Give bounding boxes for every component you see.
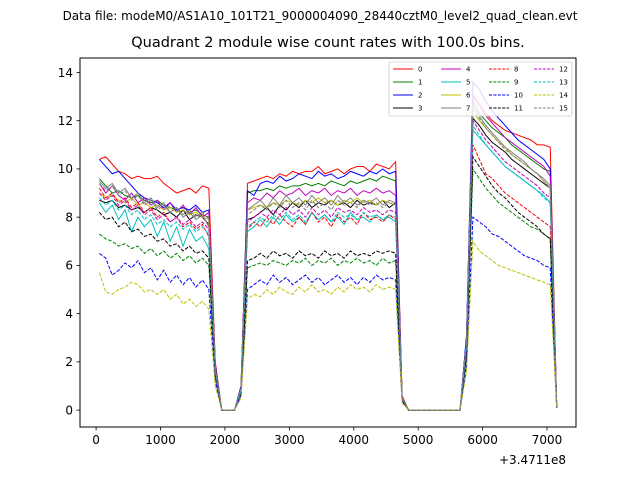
series-line-2 xyxy=(98,80,558,411)
y-tick-label: 6 xyxy=(65,259,73,273)
series-line-11 xyxy=(98,155,558,411)
legend-label-7: 7 xyxy=(466,105,470,113)
series-line-9 xyxy=(99,167,558,411)
series-line-0 xyxy=(99,92,558,411)
legend-label-3: 3 xyxy=(418,105,422,113)
legend-label-15: 15 xyxy=(559,105,568,113)
series-line-3 xyxy=(99,117,558,411)
legend-label-8: 8 xyxy=(514,66,518,74)
legend-label-9: 9 xyxy=(514,79,518,87)
y-tick-label: 8 xyxy=(65,210,73,224)
series-lines xyxy=(98,80,558,411)
x-tick-label: 5000 xyxy=(403,433,434,447)
legend-box xyxy=(388,61,573,117)
legend-label-0: 0 xyxy=(418,66,422,74)
series-line-15 xyxy=(98,107,558,411)
series-line-7 xyxy=(98,104,558,411)
x-tick-label: 4000 xyxy=(338,433,369,447)
y-tick-label: 4 xyxy=(65,307,73,321)
x-tick-label: 2000 xyxy=(210,433,241,447)
x-tick-label: 7000 xyxy=(532,433,563,447)
y-tick-label: 10 xyxy=(58,162,73,176)
series-line-14 xyxy=(98,239,558,411)
legend-label-2: 2 xyxy=(418,92,422,100)
y-tick-label: 12 xyxy=(58,114,73,128)
x-tick-label: 1000 xyxy=(145,433,176,447)
legend-label-6: 6 xyxy=(466,92,471,100)
legend-label-11: 11 xyxy=(514,105,523,113)
legend-label-10: 10 xyxy=(514,92,523,100)
series-line-10 xyxy=(99,216,558,411)
x-offset-label: +3.4711e8 xyxy=(499,453,567,467)
x-tick-label: 0 xyxy=(92,433,100,447)
x-tick-label: 6000 xyxy=(467,433,498,447)
legend-label-1: 1 xyxy=(418,79,422,87)
series-line-6 xyxy=(99,109,558,411)
y-tick-label: 2 xyxy=(65,355,73,369)
y-tick-label: 14 xyxy=(58,66,73,80)
legend-label-5: 5 xyxy=(466,79,470,87)
series-line-4 xyxy=(98,95,558,411)
x-tick-label: 3000 xyxy=(274,433,305,447)
chart-title: Quadrant 2 module wise count rates with … xyxy=(131,35,525,51)
y-tick-label: 0 xyxy=(65,403,73,417)
series-line-12 xyxy=(98,119,558,411)
legend-label-12: 12 xyxy=(559,66,568,74)
plot-frame xyxy=(79,57,577,428)
legend-label-4: 4 xyxy=(466,66,471,74)
series-line-13 xyxy=(98,123,558,411)
figure-suptitle: Data file: modeM0/AS1A10_101T21_90000040… xyxy=(62,9,578,23)
legend-label-14: 14 xyxy=(559,92,568,100)
series-line-5 xyxy=(98,129,558,411)
legend-label-13: 13 xyxy=(559,79,568,87)
